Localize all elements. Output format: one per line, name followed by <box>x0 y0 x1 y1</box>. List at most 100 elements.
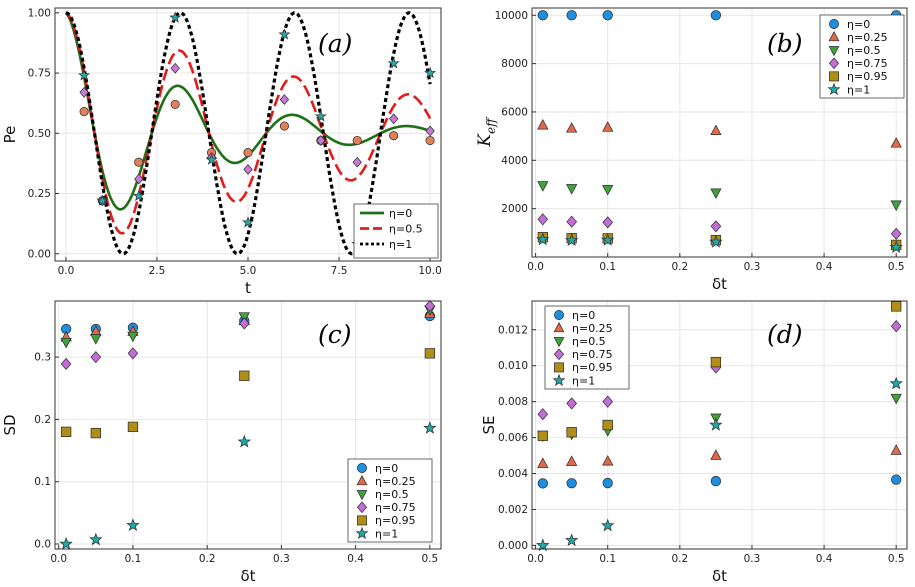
x-tick-label: 0.3 <box>744 553 761 565</box>
data-point <box>536 538 550 552</box>
y-tick-label: 8000 <box>501 58 528 70</box>
legend-entry-label: η=0.75 <box>572 348 613 361</box>
legend: η=0η=0.25η=0.5η=0.75η=0.95η=1 <box>544 305 630 390</box>
panel-d: 0.0 0.1 0.2 0.3 0.4 0.5 0.000 0.002 0.004 0.006 0.… <box>480 300 908 585</box>
data-point <box>127 421 139 433</box>
data-point <box>352 135 362 146</box>
x-axis-label: δt <box>240 567 255 585</box>
data-point <box>205 153 218 165</box>
data-point <box>891 474 902 485</box>
y-tick-label: 6000 <box>501 106 528 118</box>
gridlines <box>55 8 441 261</box>
panel-label: (b) <box>767 29 803 58</box>
x-tick-label: 0.0 <box>58 265 75 277</box>
data-point <box>890 393 902 405</box>
data-point <box>710 124 722 135</box>
y-tick-label: 0.008 <box>498 396 528 408</box>
data-point <box>537 213 549 226</box>
x-tick-label: 0.5 <box>422 553 439 565</box>
legend-entry-label: η=1 <box>375 527 398 540</box>
y-tick-label: 0.010 <box>498 360 528 372</box>
data-point <box>389 113 399 125</box>
data-point <box>566 215 577 228</box>
panel-a: 0.0 2.5 5.0 7.5 10.0 0.00 0.25 0.50 0.75 1.00 t Pe (… <box>1 7 442 297</box>
y-axis-label: Pe <box>1 126 19 144</box>
legend: η=0η=0.25η=0.5η=0.75η=0.95η=1 <box>819 14 905 99</box>
data-point <box>566 427 577 438</box>
data-point <box>389 131 399 141</box>
data-point <box>566 184 578 195</box>
data-point <box>243 164 253 175</box>
legend-entry-label: η=0.25 <box>572 322 613 335</box>
x-tick-label: 5.0 <box>240 265 257 277</box>
data-point <box>170 99 180 109</box>
legend-entry-label: η=0.5 <box>847 44 881 57</box>
legend-marker <box>356 501 368 514</box>
data-point <box>96 194 109 206</box>
x-tick-label: 0.0 <box>50 553 67 565</box>
x-axis-label: δt <box>712 275 727 293</box>
data-point <box>602 395 613 408</box>
data-point <box>134 157 144 167</box>
legend-entry-label: η=0 <box>375 462 398 475</box>
data-point <box>709 235 723 248</box>
panel-b: 0.0 0.1 0.2 0.3 0.4 0.5 2000 4000 6000 8000 10000 δ… <box>475 7 908 293</box>
legend-entry-label: η=0.5 <box>389 222 423 235</box>
data-point <box>566 10 577 21</box>
data-point <box>710 10 722 21</box>
series-line <box>65 11 432 235</box>
legend-entry-label: η=0 <box>847 18 870 31</box>
data-point <box>710 449 722 460</box>
x-tick-label: 0.2 <box>671 261 688 273</box>
legend-marker <box>553 337 565 348</box>
y-axis-label-subscript: eff <box>484 116 498 134</box>
x-tick-label: 0.3 <box>273 553 290 565</box>
y-axis-label: Keff <box>475 116 498 148</box>
legend-entry-label: η=0.25 <box>375 475 416 488</box>
x-tick-label: 0.4 <box>347 553 364 565</box>
data-point <box>425 125 435 137</box>
data-point <box>279 121 289 131</box>
data-point <box>89 532 103 546</box>
y-axis-label: SE <box>480 416 498 435</box>
legend-entry-label: η=1 <box>389 238 412 251</box>
x-tick-label: 0.1 <box>125 553 142 565</box>
data-point <box>537 478 548 489</box>
data-point <box>316 135 326 146</box>
data-point <box>566 122 578 133</box>
data-point <box>602 477 613 489</box>
legend-entry-label: η=1 <box>847 83 870 96</box>
data-point <box>602 419 613 431</box>
data-point <box>424 299 436 313</box>
x-tick-label: 0.5 <box>888 261 905 273</box>
legend-marker <box>828 57 840 70</box>
legend-entry-label: η=1 <box>572 374 595 387</box>
data-point <box>710 220 722 233</box>
x-tick-label: 0.2 <box>199 553 216 565</box>
x-tick-label: 2.5 <box>149 265 166 277</box>
legend-marker <box>553 348 565 361</box>
data-point <box>127 347 139 360</box>
y-tick-label: 0.012 <box>498 324 528 336</box>
y-tick-label: 0.006 <box>498 432 528 444</box>
legend-entry-label: η=0.95 <box>375 514 416 527</box>
data-point <box>90 427 101 439</box>
y-tick-label: 0.00 <box>28 248 51 260</box>
x-tick-label: 0.0 <box>527 553 544 565</box>
legend-entry-label: η=0.5 <box>375 488 409 501</box>
data-point <box>90 351 102 364</box>
data-point <box>891 301 902 312</box>
legend-entry-label: η=0.75 <box>847 57 888 70</box>
data-point <box>890 137 902 148</box>
data-point <box>424 348 436 359</box>
legend-entry-label: η=0.95 <box>847 70 888 83</box>
legend-marker <box>829 19 839 29</box>
y-axis-label: SD <box>1 414 19 435</box>
data-point <box>278 28 291 40</box>
data-point <box>239 317 250 330</box>
panel-c: 0.0 0.1 0.2 0.3 0.4 0.5 0.0 0.1 0.2 0.3 δt SD (c) η=0… <box>1 299 442 585</box>
y-axis-label-main: K <box>475 133 495 148</box>
x-tick-label: 0.4 <box>816 553 833 565</box>
legend-marker <box>554 310 564 320</box>
